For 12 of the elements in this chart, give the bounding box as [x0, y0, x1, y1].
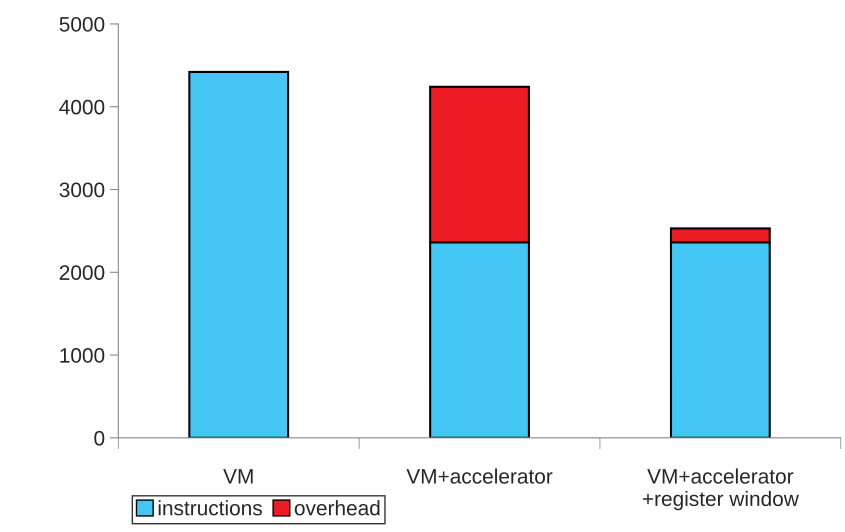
legend-label: instructions	[158, 500, 262, 516]
bar	[188, 70, 290, 438]
x-tick-label: VM+accelerator +register window	[642, 468, 799, 510]
y-tick-label: 3000	[60, 182, 104, 198]
y-tick-label: 5000	[60, 16, 104, 32]
y-tick-label: 4000	[59, 100, 104, 114]
legend-label: overhead	[294, 500, 380, 516]
y-tick-label: 1000	[60, 348, 104, 363]
y-tick-label: 2000	[60, 265, 104, 280]
x-tick-label: VM	[223, 469, 253, 484]
x-tick-label: VM+accelerator	[406, 468, 552, 484]
y-tick-label: 0	[94, 430, 104, 446]
